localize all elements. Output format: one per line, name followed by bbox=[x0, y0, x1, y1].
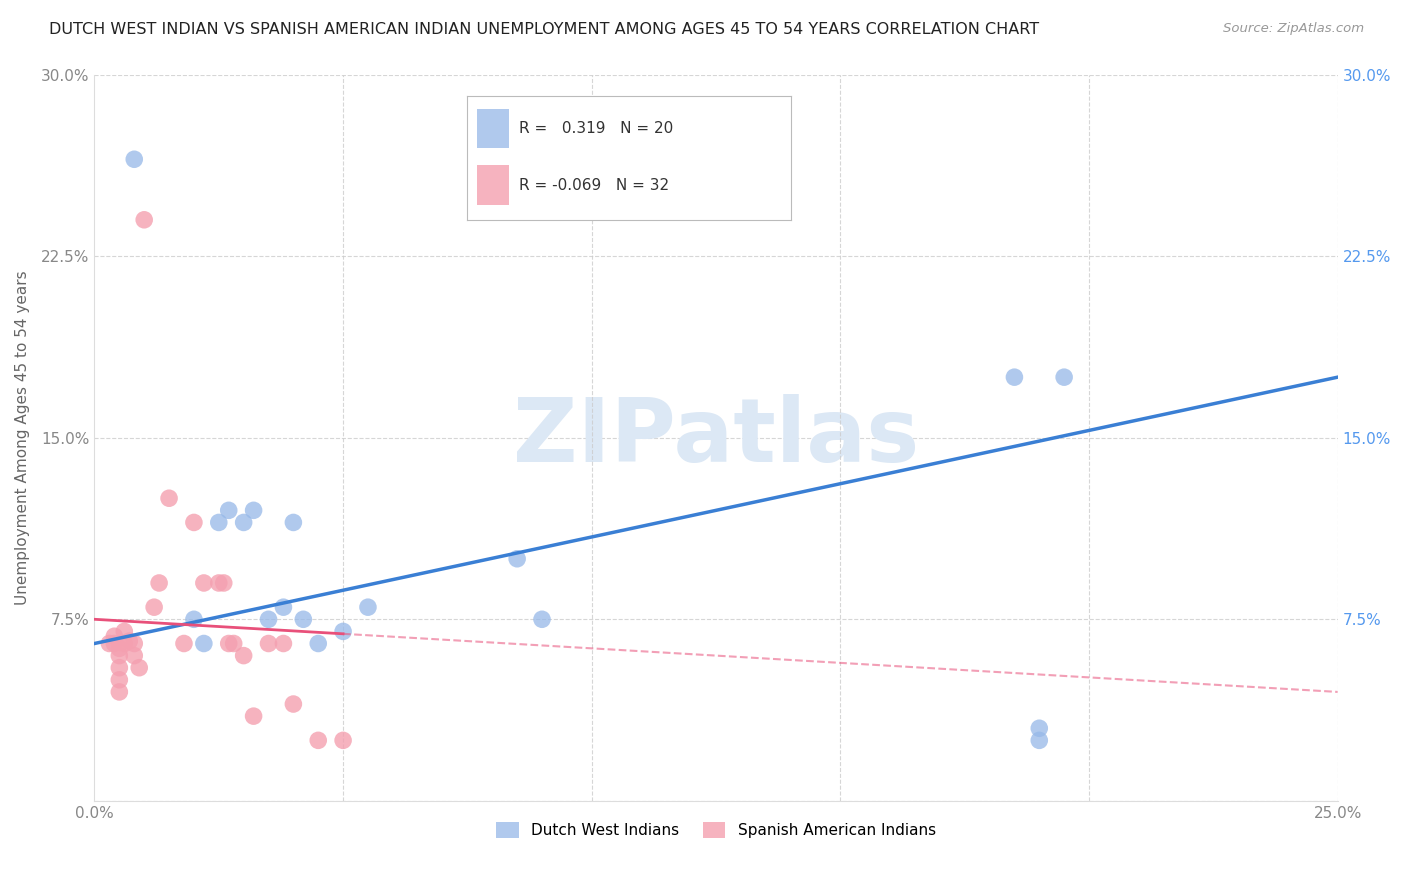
Point bbox=[108, 648, 131, 663]
Point bbox=[218, 503, 240, 517]
Point bbox=[506, 551, 529, 566]
Point bbox=[332, 624, 354, 639]
Text: ZIPatlas: ZIPatlas bbox=[513, 394, 920, 481]
Point bbox=[307, 733, 329, 747]
Point bbox=[257, 636, 280, 650]
Point bbox=[273, 636, 295, 650]
Point bbox=[122, 636, 145, 650]
Point bbox=[208, 576, 231, 591]
Legend: Dutch West Indians, Spanish American Indians: Dutch West Indians, Spanish American Ind… bbox=[491, 816, 942, 844]
Point bbox=[292, 612, 315, 626]
Point bbox=[242, 709, 264, 723]
Point bbox=[357, 600, 380, 615]
Point bbox=[332, 733, 354, 747]
Point bbox=[122, 648, 145, 663]
Point bbox=[273, 600, 295, 615]
Point bbox=[242, 503, 264, 517]
Point bbox=[108, 661, 131, 675]
Point bbox=[148, 576, 170, 591]
Point bbox=[157, 491, 180, 506]
Point bbox=[283, 697, 305, 711]
Point bbox=[1053, 370, 1076, 384]
Point bbox=[183, 612, 205, 626]
Point bbox=[307, 636, 329, 650]
Point bbox=[193, 576, 215, 591]
Point bbox=[232, 516, 254, 530]
Point bbox=[112, 624, 135, 639]
Point bbox=[143, 600, 166, 615]
Y-axis label: Unemployment Among Ages 45 to 54 years: Unemployment Among Ages 45 to 54 years bbox=[15, 270, 30, 605]
Point bbox=[1028, 733, 1050, 747]
Point bbox=[283, 516, 305, 530]
Point bbox=[108, 641, 131, 656]
Point bbox=[193, 636, 215, 650]
Text: DUTCH WEST INDIAN VS SPANISH AMERICAN INDIAN UNEMPLOYMENT AMONG AGES 45 TO 54 YE: DUTCH WEST INDIAN VS SPANISH AMERICAN IN… bbox=[49, 22, 1039, 37]
Point bbox=[128, 661, 150, 675]
Point bbox=[122, 153, 145, 167]
Point bbox=[1028, 721, 1050, 735]
Point bbox=[183, 516, 205, 530]
Point bbox=[530, 612, 553, 626]
Point bbox=[1002, 370, 1025, 384]
Point bbox=[134, 212, 156, 227]
Point bbox=[118, 634, 141, 648]
Point bbox=[257, 612, 280, 626]
Point bbox=[108, 685, 131, 699]
Point bbox=[103, 629, 125, 643]
Point bbox=[212, 576, 235, 591]
Point bbox=[222, 636, 245, 650]
Point bbox=[232, 648, 254, 663]
Point bbox=[103, 636, 125, 650]
Point bbox=[173, 636, 195, 650]
Text: Source: ZipAtlas.com: Source: ZipAtlas.com bbox=[1223, 22, 1364, 36]
Point bbox=[98, 636, 121, 650]
Point bbox=[108, 673, 131, 687]
Point bbox=[112, 636, 135, 650]
Point bbox=[218, 636, 240, 650]
Point bbox=[208, 516, 231, 530]
